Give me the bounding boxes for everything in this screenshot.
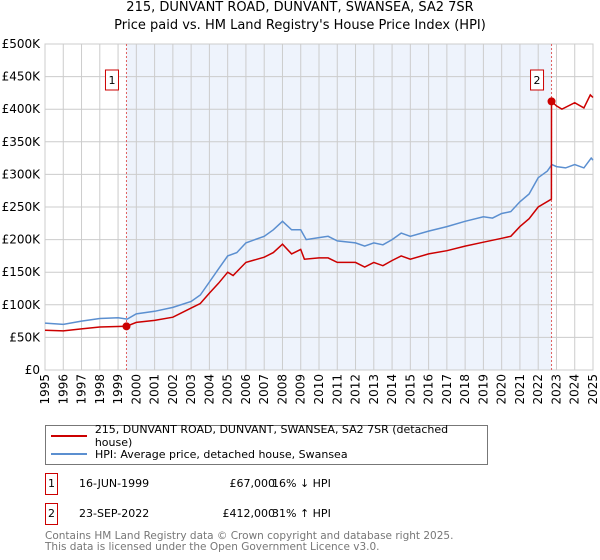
x-tick-label: 1998: [93, 374, 107, 405]
y-tick-label: £300K: [2, 167, 42, 181]
x-tick-label: 2010: [312, 374, 326, 405]
y-tick-label: £100K: [2, 298, 42, 312]
chart-subtitle: Price paid vs. HM Land Registry's House …: [114, 18, 486, 33]
x-tick-label: 2014: [385, 374, 399, 405]
price-chart: £0 £50K £100K £150K £200K £250K £300K £350K £400…: [2, 37, 600, 405]
y-tick-label: £450K: [2, 70, 42, 84]
x-tick-label: 2020: [495, 374, 509, 405]
x-tick-label: 2018: [458, 374, 472, 405]
legend: 215, DUNVANT ROAD, DUNVANT, SWANSEA, SA2…: [45, 423, 488, 465]
y-tick-label: £500K: [2, 37, 42, 51]
x-tick-label: 1996: [56, 374, 70, 405]
marker-box: [104, 69, 119, 91]
marker-label: 1: [108, 74, 115, 87]
series-line: [44, 156, 594, 326]
chart-title: 215, DUNVANT ROAD, DUNVANT, SWANSEA, SA2…: [126, 0, 474, 15]
transaction-row: 1 16-JUN-1999 £67,000 16% ↓ HPI: [45, 473, 445, 495]
x-tick-label: 2025: [586, 374, 600, 405]
x-tick-label: 2016: [422, 374, 436, 405]
legend-swatch-red: [51, 435, 87, 437]
transaction-price: £412,000: [222, 507, 276, 520]
x-tick-label: 2022: [531, 374, 545, 405]
series-line: [44, 93, 594, 332]
marker-box: [530, 69, 545, 91]
y-tick-label: £150K: [2, 265, 42, 279]
x-tick-label: 2019: [476, 374, 490, 405]
footer-licence: This data is licensed under the Open Gov…: [45, 541, 380, 553]
x-tick-label: 2011: [330, 374, 344, 405]
y-tick-label: £350K: [2, 135, 42, 149]
x-tick-label: 1995: [38, 374, 52, 405]
x-tick-label: 2002: [166, 374, 180, 405]
transaction-hpi: 31% ↑ HPI: [272, 507, 331, 520]
x-tick-label: 2012: [349, 374, 363, 405]
x-tick-label: 2009: [294, 374, 308, 405]
transaction-price: £67,000: [229, 477, 276, 490]
y-tick-label: £400K: [2, 102, 42, 116]
legend-swatch-blue: [51, 453, 87, 455]
x-tick-label: 1997: [75, 374, 89, 405]
x-tick-label: 2007: [257, 374, 271, 405]
x-tick-label: 2024: [568, 374, 582, 405]
transaction-date: 23-SEP-2022: [79, 507, 150, 520]
marker-label: 2: [534, 74, 541, 87]
x-tick-label: 2001: [148, 374, 162, 405]
marker-badge: 2: [45, 503, 58, 525]
x-tick-label: 2017: [440, 374, 454, 405]
footer-copyright: Contains HM Land Registry data © Crown c…: [45, 530, 454, 542]
x-tick-label: 2000: [129, 374, 143, 405]
x-tick-label: 2015: [403, 374, 417, 405]
x-tick-label: 2008: [275, 374, 289, 405]
legend-label: HPI: Average price, detached house, Swan…: [95, 447, 348, 461]
y-tick-label: £200K: [2, 233, 42, 247]
y-tick-label: £250K: [2, 200, 42, 214]
marker-badge: 1: [45, 473, 58, 495]
legend-label: 215, DUNVANT ROAD, DUNVANT, SWANSEA, SA2…: [94, 423, 449, 449]
transaction-date: 16-JUN-1999: [79, 477, 150, 490]
x-tick-label: 2021: [513, 374, 527, 405]
y-tick-label: £50K: [9, 330, 41, 344]
transaction-hpi: 16% ↓ HPI: [272, 477, 331, 490]
x-tick-label: 2004: [202, 374, 216, 405]
x-tick-label: 2003: [184, 374, 198, 405]
x-tick-label: 1999: [111, 374, 125, 405]
x-tick-label: 2013: [367, 374, 381, 405]
plot-border: [44, 43, 594, 371]
legend-item-hpi: HPI: Average price, detached house, Swan…: [46, 445, 348, 463]
x-tick-label: 2005: [221, 374, 235, 405]
sale-point: [547, 97, 556, 106]
legend-item-property: 215, DUNVANT ROAD, DUNVANT, SWANSEA, SA2…: [46, 423, 487, 449]
x-tick-label: 2006: [239, 374, 253, 405]
transaction-row: 2 23-SEP-2022 £412,000 31% ↑ HPI: [45, 503, 445, 525]
x-tick-label: 2023: [549, 374, 563, 405]
sale-point: [122, 322, 131, 331]
y-tick-label: £0: [25, 363, 40, 377]
